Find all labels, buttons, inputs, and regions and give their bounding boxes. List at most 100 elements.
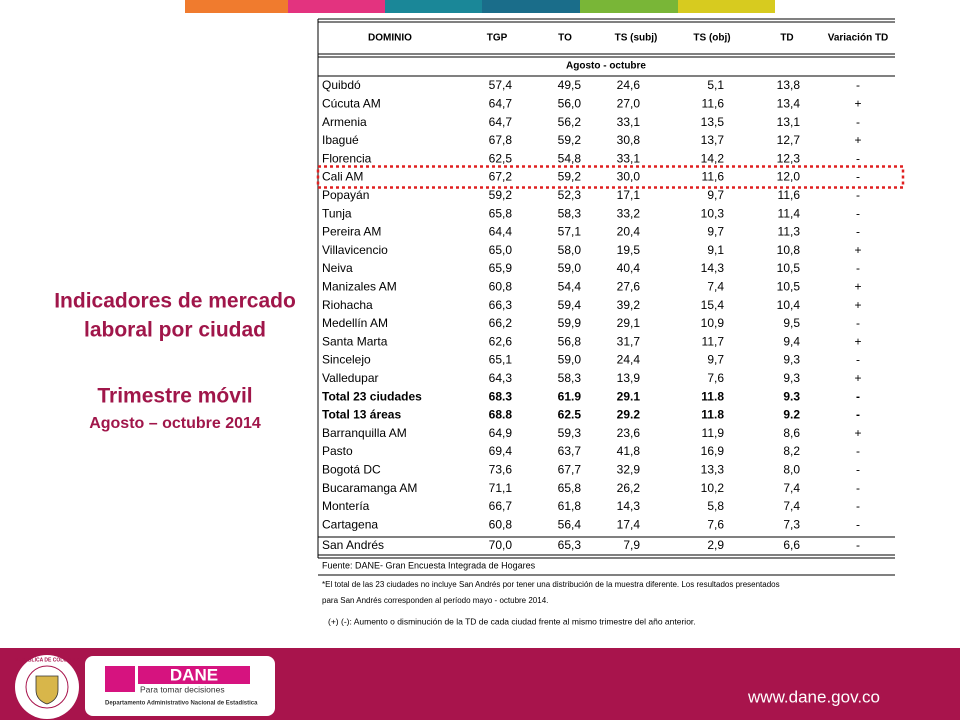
cell: - (856, 316, 860, 330)
cell: 10,5 (777, 279, 801, 293)
cell: 9.3 (783, 389, 800, 403)
seal-shield (35, 675, 59, 705)
column-header: TO (558, 33, 572, 44)
cell: 17,1 (617, 188, 641, 202)
cell: 16,9 (701, 444, 725, 458)
row-label: Sincelejo (322, 353, 371, 367)
cell: 67,8 (489, 133, 513, 147)
row-label: Cali AM (322, 170, 363, 184)
cell: 68.3 (489, 389, 513, 403)
column-header: TGP (487, 33, 508, 44)
cell: 32,9 (617, 462, 641, 476)
cell: 58,3 (558, 371, 582, 385)
cell: 66,2 (489, 316, 513, 330)
source: Fuente: DANE- Gran Encuesta Integrada de… (322, 560, 536, 570)
dane-fullname: Departamento Administrativo Nacional de … (105, 701, 258, 707)
cell: 17,4 (617, 517, 641, 531)
row-label: Total 23 ciudades (322, 389, 422, 403)
cell: - (856, 538, 860, 552)
cell: - (856, 78, 860, 92)
row-label: Cúcuta AM (322, 96, 381, 110)
column-header: DOMINIO (368, 33, 412, 44)
table: DOMINIO TGP TO TS (subj) TS (obj) TD Variación… (316, 33, 905, 552)
cell: - (856, 444, 860, 458)
cell: 41,8 (617, 444, 641, 458)
cell: 11.8 (701, 389, 724, 403)
cell: 58,0 (558, 243, 582, 257)
cell: 56,0 (558, 96, 582, 110)
cell: 12,7 (777, 133, 801, 147)
cell: 30,0 (617, 170, 641, 184)
title-line: Indicadores de mercado (54, 290, 296, 313)
cell: 10,2 (701, 481, 725, 495)
cell: 57,1 (558, 225, 582, 239)
cell: 29.2 (617, 408, 641, 422)
website: www.dane.gov.co (747, 687, 880, 706)
cell: 7,9 (623, 538, 640, 552)
cell: 59,4 (558, 298, 582, 312)
cell: 63,7 (558, 444, 582, 458)
row-label: Medellín AM (322, 316, 388, 330)
column-header: TS (subj) (615, 33, 658, 44)
cell: 60,8 (489, 279, 513, 293)
cell: 11,6 (702, 96, 725, 110)
cell: - (856, 481, 860, 495)
cell: 65,3 (558, 538, 582, 552)
cell: 33,1 (617, 115, 641, 129)
cell: - (856, 115, 860, 129)
cell: 59,2 (558, 133, 582, 147)
cell: 9,3 (783, 371, 800, 385)
cell: 64,7 (489, 96, 513, 110)
row-label: Valledupar (322, 371, 378, 385)
cell: 11.8 (701, 408, 724, 422)
cell: - (856, 389, 860, 403)
cell: 5,1 (707, 78, 724, 92)
cell: 67,7 (558, 462, 582, 476)
cell: 14,3 (701, 261, 725, 275)
cell: 29.1 (617, 389, 641, 403)
row-highlight (316, 165, 905, 189)
cell: 65,1 (489, 353, 513, 367)
cell: 59,2 (558, 170, 582, 184)
cell: 62.5 (558, 408, 582, 422)
cell: 59,0 (558, 353, 582, 367)
stripe (580, 0, 678, 13)
cell: 13,7 (701, 133, 725, 147)
period: Agosto – octubre 2014 (89, 415, 261, 432)
cell: + (854, 96, 861, 110)
cell: 11,9 (702, 426, 725, 440)
cell: 7,4 (783, 499, 800, 513)
cell: 13,5 (701, 115, 725, 129)
cell: 13,3 (701, 462, 725, 476)
cell: - (856, 408, 860, 422)
cell: 9,4 (783, 334, 800, 348)
dane-logo-bar (138, 666, 250, 684)
row-label: Montería (322, 499, 370, 513)
cell: 8,2 (783, 444, 800, 458)
cell: 61,8 (558, 499, 582, 513)
cell: 11,3 (778, 225, 801, 239)
cell: 20,4 (617, 225, 641, 239)
cell: 62,6 (489, 334, 513, 348)
cell: 8,0 (783, 462, 800, 476)
cell: 12,0 (777, 170, 801, 184)
cell: 13,9 (617, 371, 641, 385)
cell: 67,2 (489, 170, 513, 184)
cell: 56,8 (558, 334, 582, 348)
cell: 13,4 (777, 96, 801, 110)
footnote: para San Andrés corresponden al período … (322, 596, 548, 605)
cell: 66,3 (489, 298, 513, 312)
row-label: Bucaramanga AM (322, 481, 417, 495)
cell: 7,6 (707, 517, 724, 531)
row-label: Quibdó (322, 78, 361, 92)
cell: 39,2 (617, 298, 641, 312)
dane-name: DANE (170, 665, 218, 684)
cell: + (854, 133, 861, 147)
cell: 54,8 (558, 151, 582, 165)
dane-logo-mark (105, 666, 135, 692)
cell: 52,3 (558, 188, 582, 202)
cell: 31,7 (617, 334, 641, 348)
cell: + (854, 371, 861, 385)
